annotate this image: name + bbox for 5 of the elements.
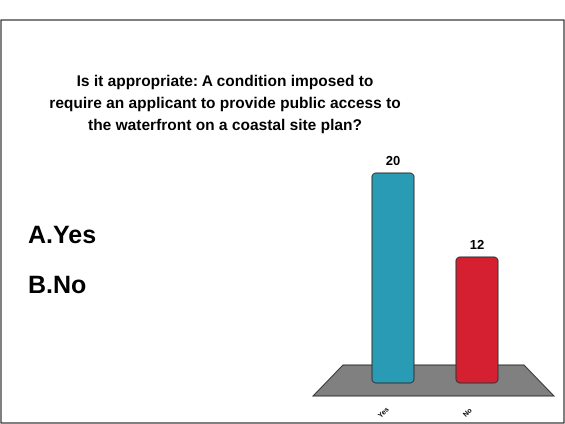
data-label: 20 [386, 153, 400, 168]
text: B.No [28, 271, 86, 299]
chart-title: Is it appropriate: A condition imposed to require an applicant to provide public access to the waterfront on a coastal site plan? [49, 73, 401, 134]
text: A.Yes [28, 221, 96, 249]
data-label: 12 [470, 237, 484, 252]
